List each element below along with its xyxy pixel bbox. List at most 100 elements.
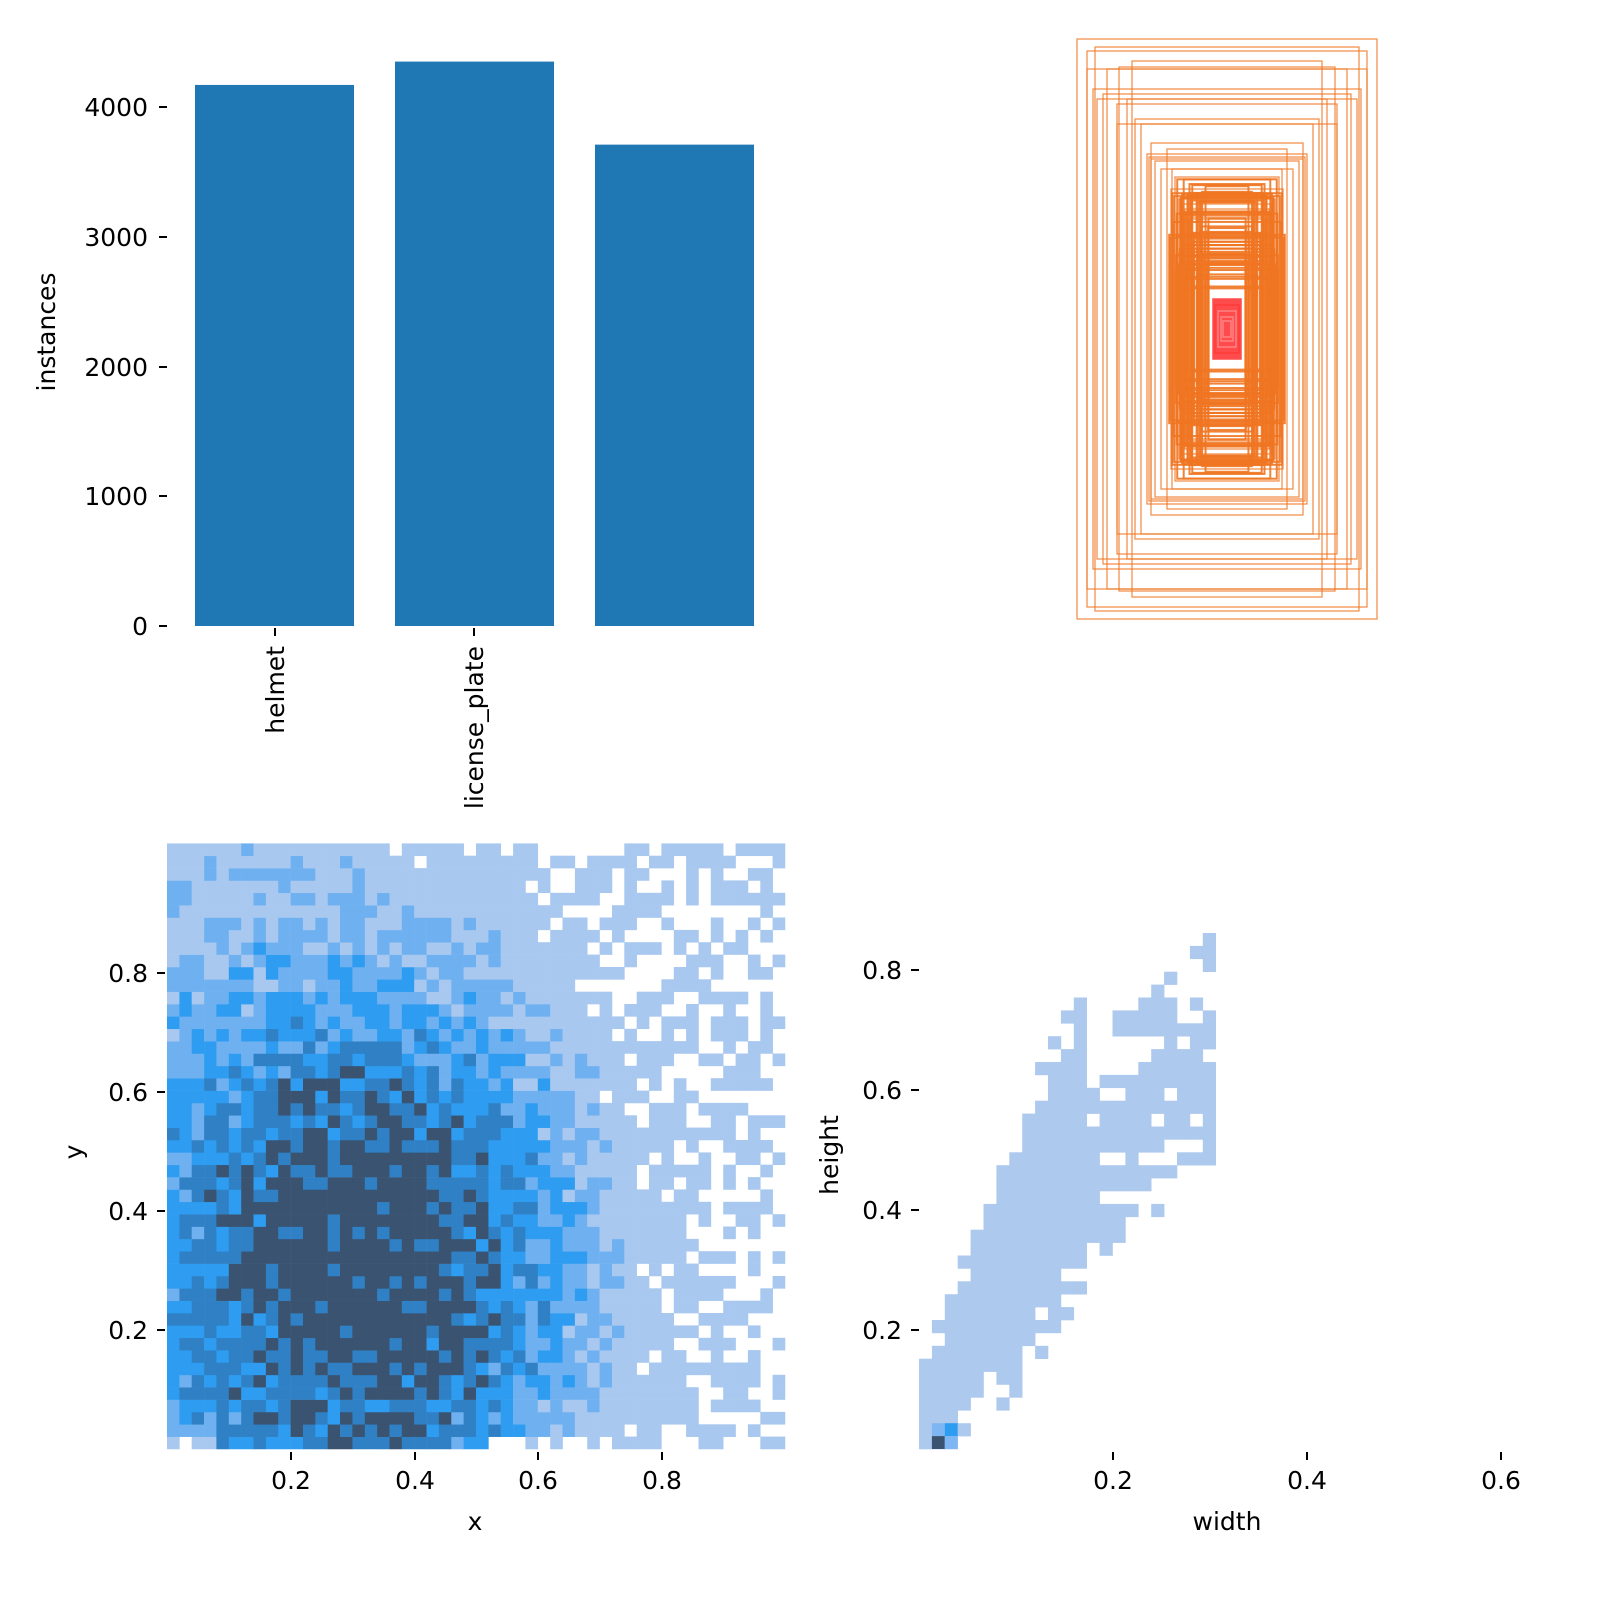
heatmap-cell <box>426 1276 440 1289</box>
heatmap-cell <box>513 892 526 906</box>
heatmap-cell <box>438 1411 452 1425</box>
heatmap-cell <box>389 1065 403 1079</box>
heatmap-cell <box>1035 1062 1049 1076</box>
heatmap-cell <box>426 1399 440 1413</box>
heatmap-cell <box>204 1041 217 1054</box>
heatmap-cell <box>1099 1242 1113 1256</box>
heatmap-cell <box>488 1177 502 1190</box>
bounding-box-center <box>1220 316 1234 342</box>
heatmap-cell <box>377 1313 390 1326</box>
heatmap-cell <box>1138 1126 1152 1140</box>
bounding-box <box>1207 252 1247 406</box>
heatmap-cell <box>574 1140 588 1153</box>
heatmap-cell <box>513 1374 526 1388</box>
heatmap-cell <box>673 1115 687 1128</box>
heatmap-cell <box>587 1164 600 1178</box>
heatmap-cell <box>191 1251 205 1264</box>
heatmap-cell <box>327 905 341 918</box>
heatmap-cell <box>340 1189 353 1203</box>
heatmap-cell <box>550 1201 563 1215</box>
heatmap-cell <box>710 1337 724 1351</box>
heatmap-cell <box>772 1251 786 1264</box>
heatmap-cell <box>587 1053 600 1067</box>
heatmap-cell <box>377 1152 390 1166</box>
heatmap-cell <box>438 1078 452 1091</box>
heatmap-cell <box>636 1411 650 1425</box>
heatmap-cell <box>1164 1165 1178 1179</box>
heatmap-cell <box>364 1251 378 1264</box>
heatmap-cell <box>253 1374 267 1388</box>
heatmap-cell <box>500 917 514 931</box>
heatmap-cell <box>1164 1049 1178 1063</box>
heatmap-cell <box>303 1387 316 1400</box>
heatmap-cell <box>1099 1178 1113 1192</box>
heatmap-cell <box>265 1028 279 1042</box>
heatmap-cell <box>352 929 366 943</box>
heatmap-cell <box>599 942 613 955</box>
heatmap-cell <box>723 942 736 955</box>
heatmap-cell <box>327 1140 341 1153</box>
heatmap-cell <box>673 1362 687 1376</box>
heatmap-cell <box>253 1325 267 1339</box>
heatmap-cell <box>278 1016 291 1030</box>
heatmap-cell <box>661 1337 675 1351</box>
heatmap-cell <box>315 979 328 992</box>
heatmap-cell <box>537 1078 551 1091</box>
heatmap-cell <box>377 1189 390 1203</box>
heatmap-cell <box>574 1164 588 1178</box>
heatmap-cell <box>364 1411 378 1425</box>
heatmap-cell <box>1138 1113 1152 1127</box>
heatmap-cell <box>931 1358 946 1372</box>
heatmap-cell <box>414 1399 427 1413</box>
heatmap-cell <box>525 1090 539 1104</box>
heatmap-cell <box>513 1189 526 1203</box>
heatmap-cell <box>228 1300 242 1314</box>
heatmap-cell <box>513 1152 526 1166</box>
heatmap-cell <box>513 1127 526 1141</box>
heatmap-cell <box>1060 1281 1075 1295</box>
heatmap-cell <box>179 1387 193 1400</box>
bar-license_plate <box>395 61 554 626</box>
heatmap-cell <box>587 1325 600 1339</box>
heatmap-cell <box>1060 1216 1075 1230</box>
heatmap-cell <box>1060 1074 1075 1089</box>
heatmap-cell <box>228 1276 242 1289</box>
heatmap-cell <box>364 843 378 857</box>
heatmap-cell <box>562 1424 576 1437</box>
bounding-box <box>1094 46 1360 612</box>
heatmap-cell <box>970 1371 984 1385</box>
heatmap-cell <box>389 1004 403 1017</box>
heatmap-cell <box>562 991 576 1005</box>
heatmap-cell <box>191 1177 205 1190</box>
heatmap-cell <box>1022 1242 1036 1256</box>
heatmap-cell <box>389 868 403 881</box>
heatmap-cell <box>488 1201 502 1215</box>
heatmap-cell <box>290 880 304 894</box>
heatmap-cell <box>315 1004 328 1017</box>
heatmap-cell <box>983 1358 997 1372</box>
heatmap-cell <box>1177 1113 1191 1127</box>
heatmap-cell <box>253 1276 267 1289</box>
heatmap-cell <box>451 1313 464 1326</box>
heatmap-cell <box>649 1263 662 1277</box>
heatmap-cell <box>735 1201 749 1215</box>
x-axis-label: x <box>468 1507 483 1536</box>
heatmap-cell <box>216 1374 230 1388</box>
bounding-box <box>1179 197 1275 461</box>
heatmap-cell <box>772 917 786 931</box>
heatmap-cell <box>303 1337 316 1351</box>
heatmap-cell <box>550 892 563 906</box>
heatmap-cell <box>352 1387 366 1400</box>
heatmap-cell <box>352 991 366 1005</box>
heatmap-cell <box>451 917 464 931</box>
heatmap-cell <box>290 905 304 918</box>
heatmap-cell <box>710 1115 724 1128</box>
heatmap-cell <box>451 1115 464 1128</box>
heatmap-cell <box>1035 1178 1049 1192</box>
heatmap-cell <box>191 1411 205 1425</box>
heatmap-cell <box>179 1263 193 1277</box>
heatmap-cell <box>587 1276 600 1289</box>
heatmap-cell <box>562 1362 576 1376</box>
heatmap-cell <box>179 1189 193 1203</box>
heatmap-cell <box>377 979 390 992</box>
